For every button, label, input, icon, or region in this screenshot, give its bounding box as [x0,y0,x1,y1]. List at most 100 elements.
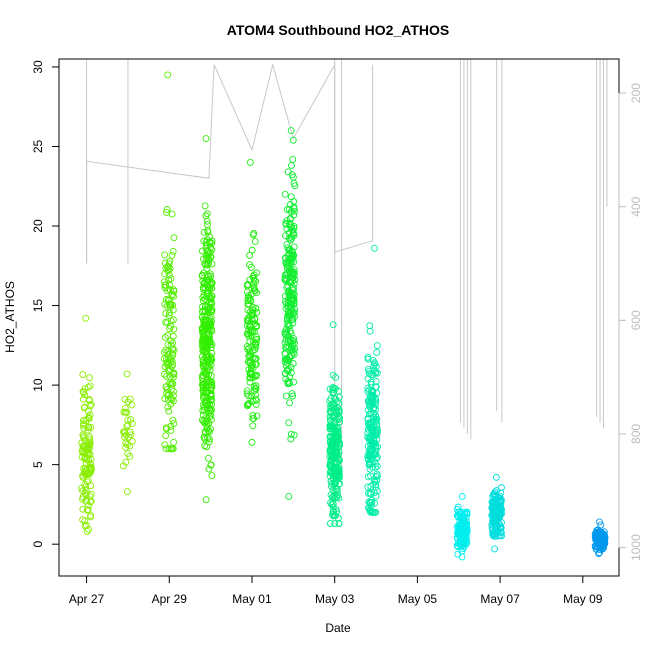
data-point [168,210,176,218]
data-point [204,427,212,435]
data-point [199,293,207,301]
data-point [207,272,215,280]
data-point [326,425,334,433]
data-point [289,342,297,350]
data-point [198,271,206,279]
data-point [328,501,336,508]
data-point [247,357,254,365]
data-point [204,340,212,347]
data-point [461,508,469,516]
y-tick-label: 0 [31,541,45,548]
data-point [165,390,173,398]
data-point [332,373,340,381]
data-point [161,300,169,308]
y2-tick-label: 200 [629,83,643,103]
data-point [79,495,86,503]
data-point [286,278,294,286]
data-point [373,476,381,484]
data-point [248,246,256,254]
data-point [282,219,290,227]
x-tick-label: May 03 [315,592,355,606]
data-point [364,388,372,396]
data-point [250,328,258,336]
data-point [290,211,298,219]
data-point [85,415,93,422]
data-point [456,513,464,521]
data-point [288,285,296,292]
data-point [81,453,89,461]
data-point [252,391,260,399]
data-point [286,373,294,380]
data-point [202,238,210,246]
data-point [250,274,258,282]
data-point [373,342,381,350]
data-point [370,405,378,413]
data-point [367,378,375,386]
data-point [491,528,499,536]
data-point [281,190,289,198]
data-point [253,308,261,316]
data-point [207,396,215,404]
data-point [329,469,337,477]
data-point [331,520,339,527]
data-point [333,473,341,480]
data-point [124,416,132,424]
y-tick-label: 20 [31,219,45,233]
data-point [161,334,169,341]
data-point [364,384,372,392]
data-point [282,344,290,351]
data-point [78,484,86,492]
altitude-line [86,62,374,264]
data-point [372,455,380,462]
data-point [203,357,211,365]
data-point [368,448,376,456]
data-point [161,441,169,449]
data-point [168,395,176,403]
data-point [123,488,131,496]
data-point [369,395,376,403]
data-point [170,325,178,333]
data-point [162,432,170,440]
data-point [207,390,215,397]
data-point [366,445,374,453]
data-point [285,310,293,318]
data-point [495,498,503,506]
data-point [167,337,175,345]
data-point [160,370,168,378]
x-tick-label: May 01 [232,592,272,606]
data-point [120,408,128,416]
y2-tick-label: 600 [629,310,643,330]
data-point [290,229,297,237]
data-point [249,338,257,346]
data-point [287,127,295,135]
x-tick-label: Apr 27 [69,592,105,606]
data-point [203,350,211,358]
data-point [489,530,497,537]
x-axis: Apr 27 Apr 29 May 01 May 03 May 05 May 07 May … [69,575,603,606]
data-point [284,168,292,176]
data-point [290,291,298,299]
data-point [335,412,343,420]
data-point [80,424,88,432]
data-point [287,435,295,443]
data-point [199,357,207,365]
data-point [454,503,462,511]
data-point [290,243,298,251]
data-point [492,473,500,481]
data-point [253,289,261,297]
data-point [597,521,605,529]
data-point [373,349,381,356]
data-point [121,429,129,437]
x-axis-label: Date [325,621,351,635]
data-point [84,426,92,434]
data-point [372,378,380,385]
data-point [368,388,376,396]
data-point [600,531,608,539]
data-point [366,327,374,335]
data-point [286,380,294,387]
data-point [372,362,380,370]
data-point [203,303,211,311]
data-point [366,489,374,497]
y-tick-label: 15 [31,299,45,313]
data-point [366,322,374,330]
